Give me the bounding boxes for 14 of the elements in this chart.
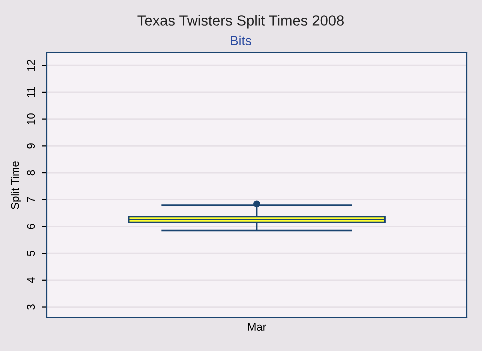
- y-tick-label: 3: [27, 304, 36, 310]
- x-tick-label: Mar: [248, 323, 266, 332]
- y-axis-title: Split Time: [11, 162, 22, 210]
- chart-subtitle: Bits: [231, 36, 252, 46]
- y-tick-label: 11: [27, 87, 35, 98]
- y-tick-label: 10: [27, 114, 36, 125]
- y-tick-label: 4: [27, 278, 35, 284]
- y-tick-label: 8: [27, 170, 36, 176]
- y-tick-label: 7: [27, 197, 35, 202]
- y-tick-label: 12: [27, 60, 35, 71]
- chart-title: Texas Twisters Split Times 2008: [138, 15, 344, 29]
- y-tick-label: 6: [27, 224, 36, 230]
- y-tick-label: 9: [27, 144, 36, 149]
- y-tick-label: 5: [27, 250, 36, 256]
